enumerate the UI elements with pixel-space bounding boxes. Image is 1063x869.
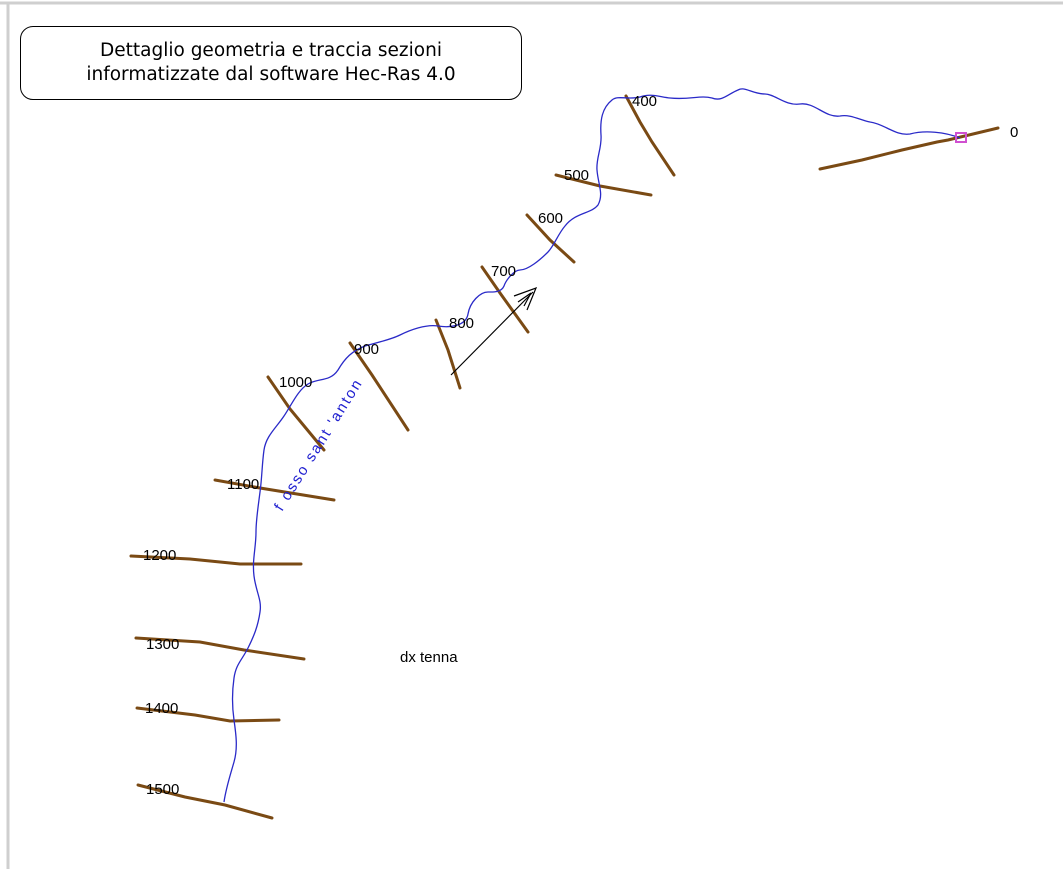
xs-label-1000: 1000 [279,374,312,391]
cross-section-lines [129,94,1000,820]
xs-label-1300: 1300 [146,636,179,653]
xs-line-1200 [129,554,303,566]
xs-label-400: 400 [632,93,657,110]
river-name-label: f osso sant 'anton [271,375,367,514]
xs-label-600: 600 [538,210,563,227]
xs-label-0: 0 [1010,124,1018,141]
caption-line-1: Dettaglio geometria e traccia sezioni [100,40,442,61]
xs-label-900: 900 [354,341,379,358]
xs-label-700: 700 [491,263,516,280]
caption-line-2: informatizzate dal software Hec-Ras 4.0 [86,64,456,85]
xs-label-500: 500 [564,167,589,184]
flow-direction-arrow-icon [450,286,538,376]
xs-line-800 [434,318,462,390]
junction-marker-icon [955,132,967,143]
xs-line-900 [348,341,410,432]
xs-label-1100: 1100 [227,476,259,493]
xs-label-1500: 1500 [146,781,179,798]
xs-line-1500 [136,783,274,820]
caption-box: Dettaglio geometria e traccia sezioni in… [20,26,522,100]
xs-line-1300 [134,636,306,661]
xs-line-600 [525,213,576,264]
xs-label-1400: 1400 [145,700,178,717]
xs-label-800: 800 [449,315,474,332]
xs-label-1200: 1200 [143,547,176,564]
cross-section-labels: 0 400 500 600 700 800 900 1000 1100 1200… [143,93,1018,798]
reach-name-label: dx tenna [400,649,458,666]
xs-line-1000 [266,375,326,452]
xs-line-1400 [135,706,281,723]
xs-line-400 [624,94,676,177]
xs-line-700 [480,265,530,334]
river-centerline [223,88,961,803]
